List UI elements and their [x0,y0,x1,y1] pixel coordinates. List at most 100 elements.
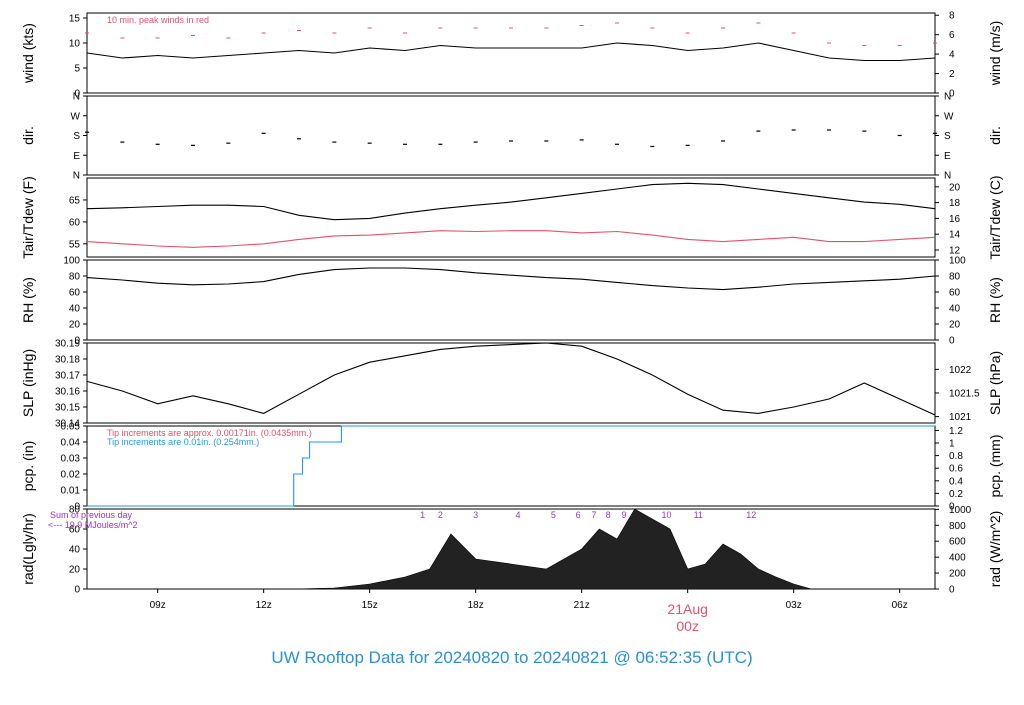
y-tick-label: 80 [69,272,81,283]
y-tick-label: 40 [69,304,81,315]
right-axis-label: wind (m/s) [987,21,1003,87]
series-line [86,182,936,221]
y-tick-label: N [73,171,80,182]
right-tick-label: 400 [949,553,966,564]
annotation: Tip increments are 0.01in. (0.254mm.) [107,437,259,447]
y-axis-label: Tair/Tdew (F) [20,176,36,258]
y-tick-label: 55 [69,239,81,250]
right-tick-label: 60 [949,288,961,299]
y-tick-label: 0 [74,336,80,347]
y-tick-label: 100 [63,256,80,267]
x-tick-label: 15z [362,600,378,611]
right-axis-label: Tair/Tdew (C) [987,175,1003,259]
radiation-area [291,508,812,590]
series-line [87,425,935,507]
y-tick-label: 15 [69,14,81,25]
y-tick-label: 20 [69,565,81,576]
panel-frame [86,259,936,341]
right-tick-label: 200 [949,569,966,580]
right-tick-label: 0.2 [949,489,963,500]
y-tick-label: 60 [69,217,81,228]
right-tick-label: 2 [949,69,955,80]
hour-mark: 6 [576,510,581,520]
y-tick-label: 20 [69,320,81,331]
hour-mark: 12 [746,510,756,520]
y-tick-label: 5 [74,64,80,75]
series-line [86,42,936,62]
hour-mark: 8 [606,510,611,520]
x-tick-label: 21z [574,600,590,611]
right-tick-label: 0 [949,585,955,596]
right-tick-label: W [944,111,954,122]
annotation: <--- 19.9 MJoules/m^2 [48,520,138,530]
footer-title: UW Rooftop Data for 20240820 to 20240821… [271,648,753,667]
right-tick-label: 1 [949,439,955,450]
right-tick-label: 4 [949,50,955,61]
y-tick-label: 65 [69,195,81,206]
y-axis-label: wind (kts) [20,23,36,84]
y-tick-label: 0.05 [61,422,81,433]
y-tick-label: W [71,111,81,122]
x-tick-label: 03z [786,600,802,611]
y-tick-label: 40 [69,545,81,556]
hour-mark: 11 [694,510,703,520]
right-tick-label: 16 [949,214,961,225]
hour-mark: 3 [473,510,478,520]
y-tick-label: 30.15 [55,403,80,414]
right-axis-label: rad (W/m^2) [987,511,1003,588]
right-tick-label: 14 [949,230,961,241]
y-tick-label: 30.17 [55,371,80,382]
right-tick-label: 20 [949,320,961,331]
right-tick-label: 80 [949,272,961,283]
right-tick-label: 0.8 [949,451,963,462]
annotation: Tip increments are approx. 0.00171in. (0… [107,428,312,438]
right-tick-label: N [944,171,951,182]
y-tick-label: 0.04 [61,438,81,449]
date-label: 21Aug [667,601,707,617]
right-tick-label: 1000 [949,505,972,516]
panel-frame [86,342,936,424]
y-tick-label: 30.18 [55,355,80,366]
hour-mark: 1 [420,510,425,520]
right-tick-label: 0 [949,502,955,513]
right-axis-label: SLP (hPa) [987,351,1003,415]
y-tick-label: 0.01 [61,486,81,497]
series-line [86,267,936,291]
hour-mark: 2 [438,510,443,520]
right-tick-label: 8 [949,11,955,22]
right-tick-label: 1.2 [949,426,963,437]
right-tick-label: 1021.5 [949,388,980,399]
right-tick-label: 0.4 [949,476,963,487]
series-line [86,342,936,416]
right-tick-label: S [944,131,951,142]
right-axis-label: dir. [987,126,1003,145]
right-tick-label: 12 [949,245,961,256]
right-axis-label: pcp. (mm) [987,435,1003,498]
y-axis-label: dir. [20,126,36,145]
y-tick-label: 30.19 [55,339,80,350]
right-tick-label: 0.6 [949,464,963,475]
y-tick-label: 0 [74,585,80,596]
x-tick-label: 12z [256,600,272,611]
right-tick-label: 18 [949,198,961,209]
right-tick-label: 0 [949,336,955,347]
hour-mark: 10 [661,510,671,520]
annotation: 10 min. peak winds in red [107,15,209,25]
right-tick-label: N [944,92,951,103]
right-tick-label: 0 [949,89,955,100]
right-axis-label: RH (%) [987,277,1003,323]
x-tick-label: 18z [468,600,484,611]
y-tick-label: 0.03 [61,454,81,465]
hour-mark: 4 [516,510,521,520]
y-axis-label: RH (%) [20,277,36,323]
right-tick-label: 800 [949,521,966,532]
right-tick-label: 40 [949,304,961,315]
right-tick-label: E [944,151,951,162]
y-tick-label: 80 [69,505,81,516]
y-tick-label: 30.16 [55,387,80,398]
right-tick-label: 1022 [949,365,972,376]
y-tick-label: N [73,92,80,103]
hour-mark: 9 [622,510,627,520]
